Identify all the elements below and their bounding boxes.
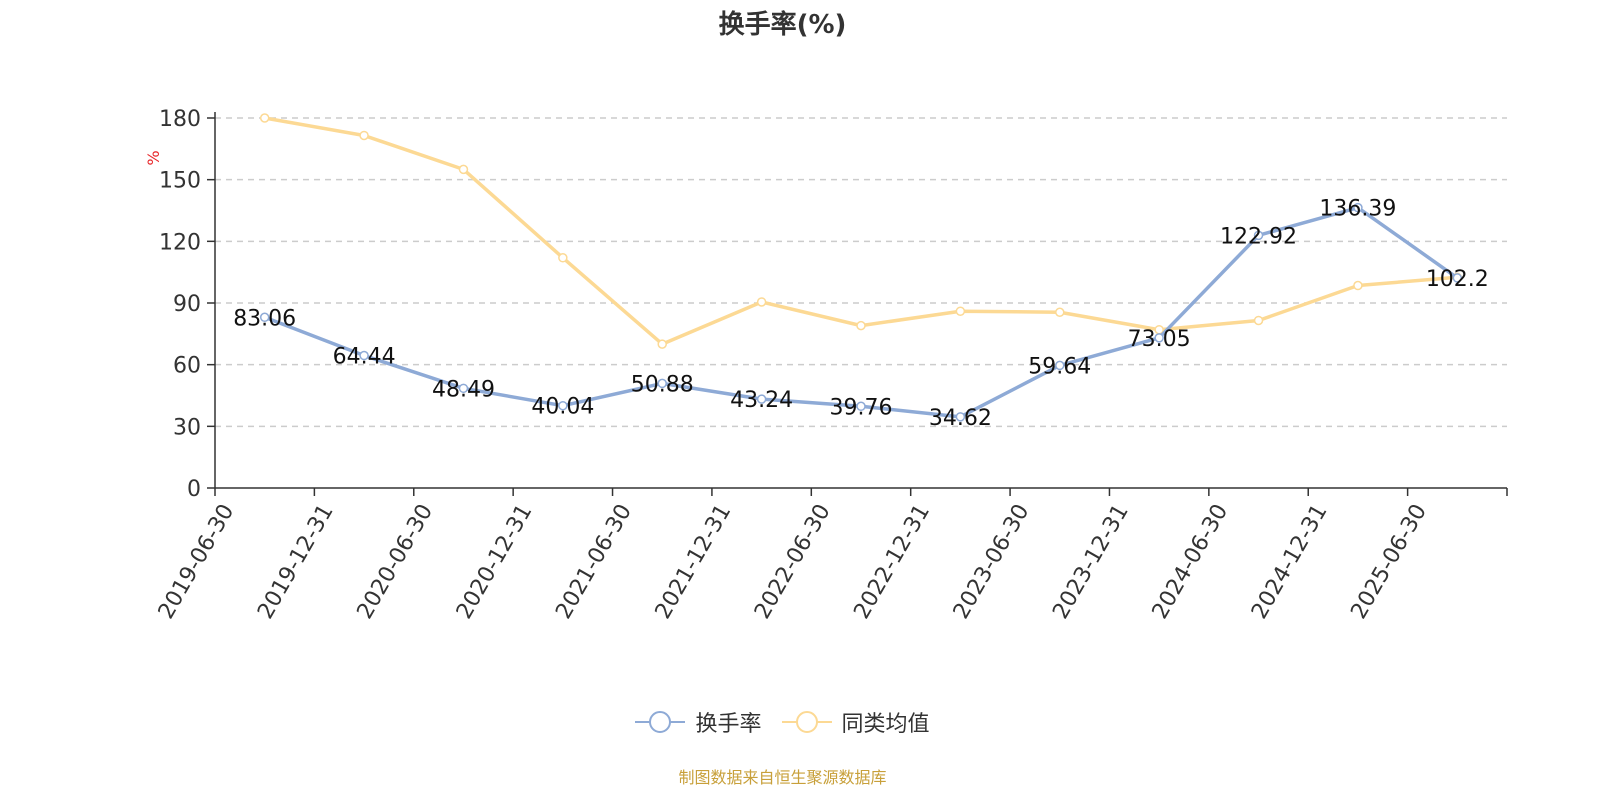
y-axis-label: %	[144, 150, 163, 165]
data-label: 73.05	[1128, 327, 1191, 352]
data-label: 48.49	[432, 377, 495, 402]
x-tick-label: 2024-06-30	[1148, 500, 1234, 623]
data-point	[657, 378, 667, 389]
y-tick-label: 180	[159, 107, 201, 132]
data-label: 59.64	[1028, 354, 1091, 379]
data-point	[558, 400, 568, 411]
data-point	[1055, 307, 1065, 317]
data-label: 83.06	[233, 306, 296, 331]
data-point	[1353, 202, 1363, 213]
x-tick-label: 2019-12-31	[253, 500, 339, 623]
data-point	[756, 297, 767, 307]
chart-legend[interactable]: 换手率 同类均值	[0, 706, 1565, 738]
legend-label: 换手率	[695, 712, 762, 737]
x-tick-label: 2021-12-31	[651, 500, 737, 623]
legend-label: 同类均值	[841, 712, 930, 737]
data-point	[657, 339, 667, 349]
data-point	[558, 253, 568, 263]
data-label: 40.04	[531, 395, 594, 420]
data-point	[458, 164, 469, 175]
data-point	[458, 383, 469, 394]
x-tick-label: 2024-12-31	[1247, 500, 1333, 623]
data-label: 136.39	[1319, 197, 1396, 222]
x-tick-label: 2020-12-31	[452, 500, 538, 623]
data-point	[1055, 360, 1065, 371]
legend-item-1[interactable]: 同类均值	[781, 706, 930, 738]
x-tick-label: 2022-12-31	[849, 500, 935, 623]
data-point	[856, 320, 866, 331]
data-point	[259, 113, 270, 123]
data-point	[1253, 315, 1264, 326]
x-tick-label: 2022-06-30	[750, 500, 836, 623]
data-point	[856, 401, 866, 412]
data-point	[1353, 280, 1363, 291]
legend-item-0[interactable]: 换手率	[635, 706, 762, 738]
data-point	[359, 130, 369, 141]
data-point	[359, 350, 369, 361]
x-tick-label: 2023-06-30	[949, 500, 1035, 623]
data-label: 122.92	[1220, 224, 1297, 249]
x-tick-label: 2025-06-30	[1346, 500, 1432, 623]
y-tick-label: 0	[187, 477, 201, 502]
data-point	[955, 412, 966, 422]
data-label: 43.24	[730, 388, 793, 413]
data-point	[1452, 273, 1463, 283]
data-source-note: 制图数据来自恒生聚源数据库	[678, 768, 887, 787]
data-point	[955, 306, 966, 316]
data-label: 50.88	[631, 372, 694, 397]
data-point	[756, 394, 767, 404]
y-tick-label: 120	[159, 230, 201, 255]
legend-line-circle-icon	[635, 711, 686, 733]
data-point	[1154, 333, 1164, 343]
data-label: 64.44	[333, 345, 396, 370]
data-label: 34.62	[929, 406, 992, 431]
y-tick-label: 60	[173, 354, 201, 379]
y-tick-label: 30	[173, 415, 201, 440]
y-tick-label: 150	[159, 169, 201, 194]
chart-title: 换手率(%)	[718, 10, 847, 40]
data-point	[259, 312, 270, 323]
data-point	[1253, 230, 1264, 241]
x-tick-label: 2021-06-30	[551, 500, 637, 623]
data-label: 102.2	[1426, 267, 1489, 292]
x-tick-label: 2019-06-30	[154, 500, 240, 623]
x-tick-label: 2023-12-31	[1048, 500, 1134, 623]
x-tick-label: 2020-06-30	[353, 500, 439, 623]
y-tick-label: 90	[173, 292, 201, 317]
data-label: 39.76	[830, 395, 893, 420]
legend-line-circle-icon	[781, 711, 832, 733]
